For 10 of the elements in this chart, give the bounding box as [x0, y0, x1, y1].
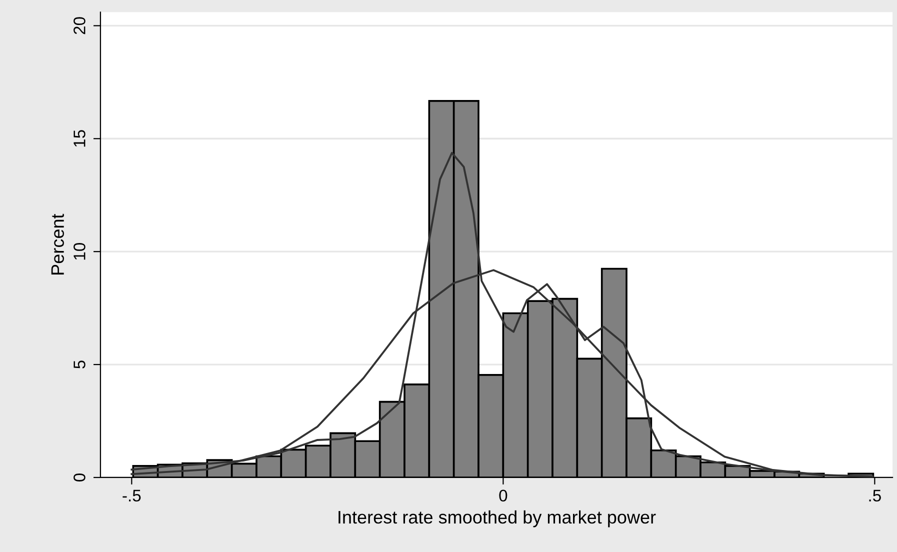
y-tick-label: 15 — [74, 130, 86, 147]
x-tick-label: -.5 — [122, 490, 141, 502]
y-axis-title: Percent — [51, 214, 64, 274]
y-tick-label: 0 — [74, 473, 86, 482]
y-tick-label: 10 — [74, 242, 86, 260]
x-axis-title: Interest rate smoothed by market power — [338, 510, 656, 528]
x-tick-label: .5 — [869, 490, 881, 502]
y-tick-label: 20 — [74, 17, 86, 34]
x-tick-label: 0 — [499, 490, 508, 502]
y-tick-label: 5 — [74, 360, 86, 368]
